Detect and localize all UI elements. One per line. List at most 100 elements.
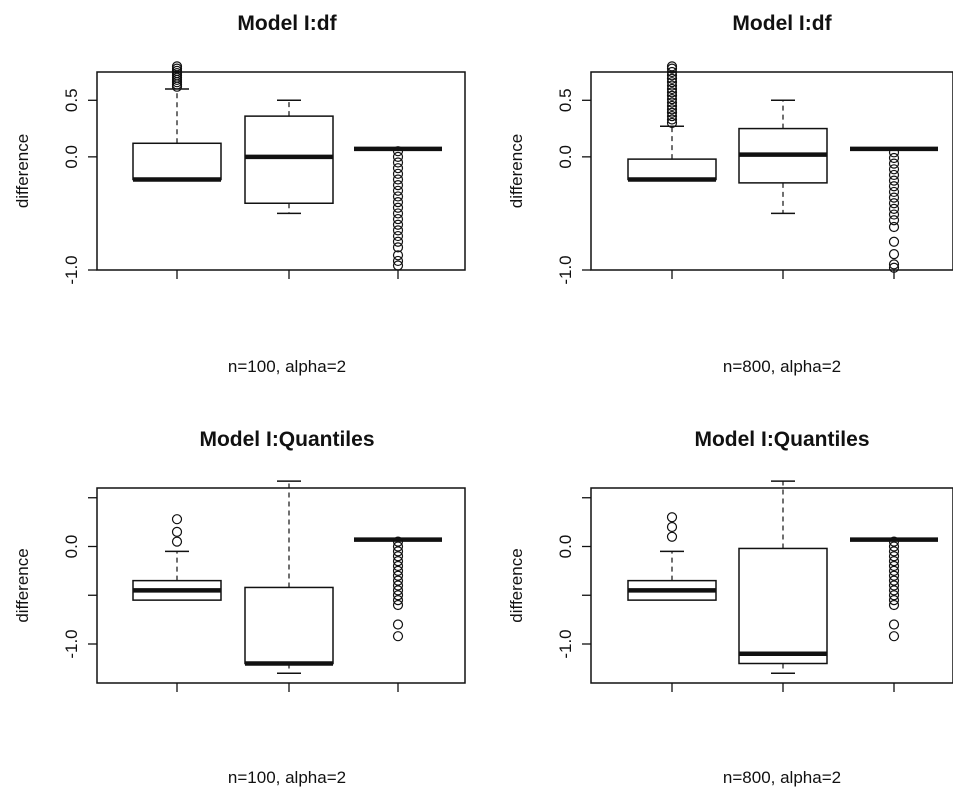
y-tick-label: -1.0 xyxy=(556,629,575,658)
box-2 xyxy=(738,480,828,674)
outlier-point xyxy=(171,61,183,72)
outlier-point xyxy=(392,585,404,596)
outlier-point xyxy=(392,202,404,213)
outlier-point xyxy=(888,551,900,562)
outlier-point xyxy=(392,565,404,576)
y-axis-label: difference xyxy=(507,548,526,622)
chart-panel-2: Model I:df 0.5 0.0 -1.0 difference n=800, alp… xyxy=(507,12,953,376)
outlier-point xyxy=(888,175,900,186)
outlier-point xyxy=(392,575,404,586)
box-1 xyxy=(627,61,717,182)
box-1 xyxy=(132,61,222,182)
outlier-point xyxy=(392,157,404,168)
outlier-point xyxy=(888,580,900,591)
box-2 xyxy=(244,99,334,215)
outlier-point xyxy=(392,168,404,179)
outlier-point xyxy=(888,585,900,596)
outlier-point xyxy=(666,117,678,129)
outlier-point xyxy=(888,570,900,581)
outlier-point xyxy=(392,180,404,191)
outlier-point xyxy=(888,249,900,260)
outlier-point xyxy=(392,185,404,196)
outlier-point xyxy=(888,221,900,233)
x-axis-label: n=100, alpha=2 xyxy=(228,357,346,376)
outlier-point xyxy=(392,219,404,230)
y-tick-label: 0.5 xyxy=(556,88,575,112)
outlier-point xyxy=(392,546,404,557)
box-2 xyxy=(738,99,828,215)
outlier-point xyxy=(171,526,183,537)
chart-title: Model I:Quantiles xyxy=(199,428,374,451)
outlier-point xyxy=(666,83,678,95)
outlier-point xyxy=(888,203,900,215)
x-axis-label: n=100, alpha=2 xyxy=(228,768,346,787)
outlier-point xyxy=(888,262,900,273)
box-1 xyxy=(132,514,222,601)
outlier-point xyxy=(392,174,404,185)
box-2 xyxy=(244,480,334,674)
y-tick-label: 0.0 xyxy=(62,535,81,559)
outlier-point xyxy=(666,100,678,112)
outlier-point xyxy=(392,255,404,267)
outlier-point xyxy=(888,164,900,175)
outlier-point xyxy=(392,163,404,174)
y-axis-label: difference xyxy=(507,134,526,208)
y-axis-label: difference xyxy=(13,548,32,622)
outlier-point xyxy=(392,146,404,157)
outlier-point xyxy=(392,230,404,242)
y-tick-label: -1.0 xyxy=(62,255,81,284)
x-axis-label: n=800, alpha=2 xyxy=(723,768,841,787)
outlier-point xyxy=(888,198,900,209)
outlier-point xyxy=(392,151,404,162)
outlier-point xyxy=(666,61,678,72)
outlier-point xyxy=(392,242,404,253)
y-tick-label: 0.0 xyxy=(62,145,81,169)
box-iqr xyxy=(244,115,334,204)
outlier-point xyxy=(392,260,404,271)
chart-title: Model I:Quantiles xyxy=(694,428,869,451)
box-3 xyxy=(354,536,442,642)
y-tick-label: 0.0 xyxy=(556,535,575,559)
outlier-point xyxy=(888,565,900,576)
chart-panel-1: Model I:df 0.5 0.0 -1.0 difference n=100, alp… xyxy=(13,12,466,376)
y-tick-label: -1.0 xyxy=(556,255,575,284)
outlier-point xyxy=(392,191,404,202)
outlier-point xyxy=(888,169,900,181)
y-tick-label: -1.0 xyxy=(62,629,81,658)
outlier-point xyxy=(171,514,183,525)
box-3 xyxy=(850,146,938,273)
outlier-point xyxy=(888,209,900,220)
outlier-point xyxy=(888,595,900,606)
outlier-point xyxy=(888,147,900,158)
box-3 xyxy=(850,536,938,642)
outlier-point xyxy=(888,599,900,611)
outlier-point xyxy=(392,590,404,601)
box-1 xyxy=(627,512,717,601)
y-tick-label: 0.0 xyxy=(556,145,575,169)
outlier-point xyxy=(666,531,678,542)
outlier-point xyxy=(392,595,404,606)
outlier-point xyxy=(666,521,678,533)
chart-title: Model I:df xyxy=(237,12,337,35)
outlier-point xyxy=(392,580,404,591)
outlier-point xyxy=(392,208,404,219)
outlier-point xyxy=(888,181,900,192)
outlier-point xyxy=(888,192,900,203)
outlier-point xyxy=(666,73,678,84)
outlier-point xyxy=(888,631,900,642)
outlier-point xyxy=(666,94,678,105)
outlier-point xyxy=(666,512,678,523)
outlier-point xyxy=(666,87,678,98)
outlier-point xyxy=(392,551,404,562)
outlier-point xyxy=(888,560,900,572)
outlier-point xyxy=(666,104,678,115)
outlier-point xyxy=(888,152,900,164)
chart-panel-3: Model I:Quantiles 0.0 -1.0 difference n=100,… xyxy=(13,428,466,787)
y-axis-label: difference xyxy=(13,134,32,208)
outlier-point xyxy=(888,215,900,226)
outlier-point xyxy=(666,80,678,91)
outlier-point xyxy=(392,556,404,567)
outlier-point xyxy=(392,599,404,611)
outlier-point xyxy=(392,560,404,572)
outlier-point xyxy=(888,590,900,601)
